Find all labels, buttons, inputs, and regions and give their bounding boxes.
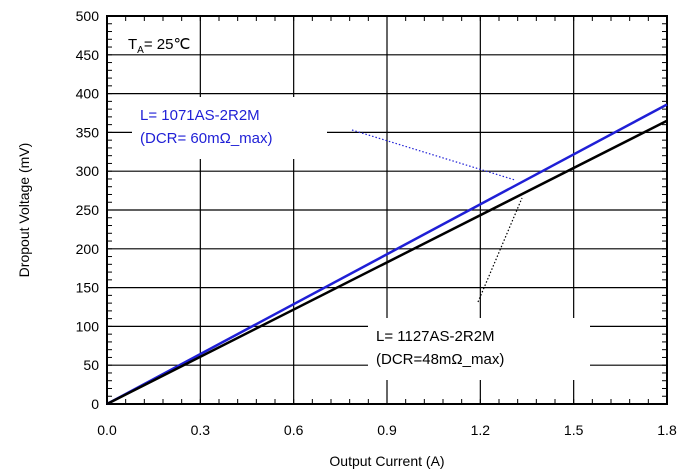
annotation-black-background	[368, 318, 590, 380]
condition-subscript: A	[137, 45, 144, 56]
y-tick-label: 500	[76, 8, 100, 24]
annotation-black-line-1: L= 1127AS-2R2M	[376, 328, 495, 345]
x-tick-label: 1.8	[657, 422, 677, 438]
y-tick-label: 250	[76, 202, 100, 218]
annotation-blue-line-2: (DCR= 60mΩ_max)	[140, 130, 273, 147]
annotation-blue-background	[132, 97, 327, 159]
x-tick-label: 1.2	[471, 422, 491, 438]
y-tick-label: 350	[76, 124, 100, 140]
annotation-blue-line-1: L= 1071AS-2R2M	[140, 107, 260, 124]
y-tick-label: 50	[83, 357, 99, 373]
y-tick-label: 0	[91, 396, 99, 412]
x-tick-label: 0.3	[191, 422, 211, 438]
tick-labels: 0.0 0.3 0.6 0.9 1.2 1.5 1.8 0 50 100 150 200 250 300 3…	[76, 8, 677, 438]
y-tick-label: 200	[76, 241, 100, 257]
condition-main: T	[128, 36, 137, 53]
x-tick-label: 0.6	[284, 422, 304, 438]
series-line-1127AS	[106, 119, 668, 406]
y-tick-label: 400	[76, 86, 100, 102]
series-lines	[106, 103, 668, 406]
x-tick-label: 0.0	[97, 422, 117, 438]
series-line-1071AS	[106, 103, 668, 406]
y-tick-label: 150	[76, 280, 100, 296]
annotation-leader-line	[351, 129, 516, 181]
y-axis-title: Dropout Voltage (mV)	[16, 143, 32, 278]
x-axis-title: Output Current (A)	[329, 453, 444, 469]
x-tick-label: 1.5	[564, 422, 584, 438]
condition-rest: = 25℃	[144, 36, 190, 53]
y-tick-label: 450	[76, 47, 100, 63]
y-tick-label: 100	[76, 318, 100, 334]
y-tick-label: 300	[76, 163, 100, 179]
annotation-leaders	[351, 129, 523, 303]
annotation-leader-line	[477, 197, 523, 303]
annotation-black-line-2: (DCR=48mΩ_max)	[376, 351, 504, 368]
temperature-condition-label: TA= 25℃	[128, 36, 190, 56]
plot-frame	[106, 15, 668, 405]
x-tick-label: 0.9	[377, 422, 397, 438]
